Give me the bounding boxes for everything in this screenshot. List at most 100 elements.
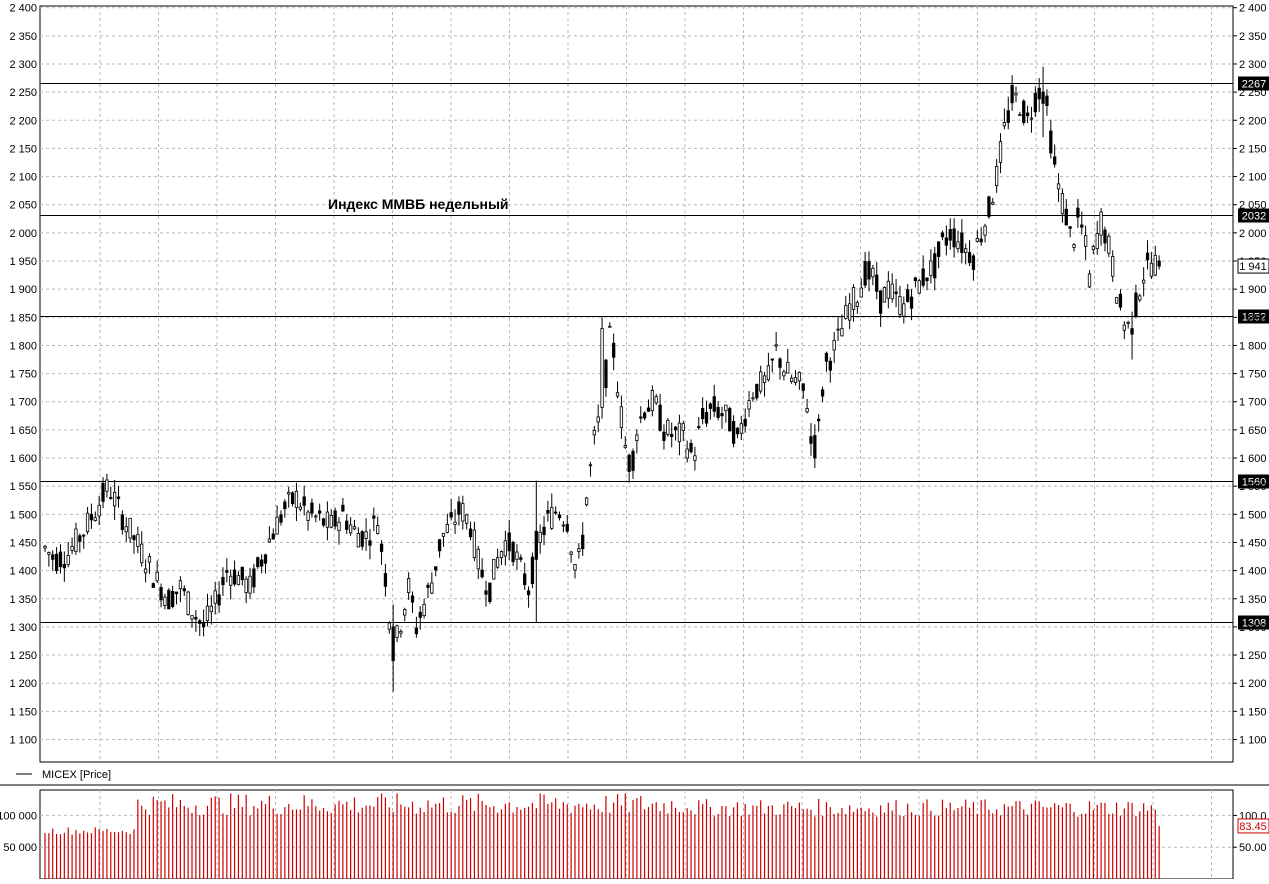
- candle-body: [182, 588, 186, 592]
- candle: [859, 278, 863, 298]
- candle-body: [132, 535, 136, 541]
- candle-body: [716, 406, 720, 418]
- candle: [956, 230, 960, 253]
- candle-body: [279, 514, 283, 523]
- candle: [1076, 199, 1080, 228]
- candle: [995, 159, 999, 193]
- y-tick-label-right: 2 000: [1239, 228, 1267, 240]
- candle-body: [1091, 245, 1096, 251]
- candle-body: [434, 566, 438, 571]
- candle: [774, 331, 778, 352]
- candle: [851, 284, 856, 322]
- candle: [666, 418, 670, 437]
- candle-body: [557, 514, 562, 519]
- candle-body: [101, 482, 105, 502]
- candle: [940, 230, 945, 241]
- candle: [186, 590, 190, 616]
- candle: [410, 591, 415, 613]
- candle-body: [906, 289, 910, 302]
- candle: [399, 629, 403, 638]
- candle-body: [797, 372, 801, 382]
- candle: [735, 427, 740, 439]
- candle: [1118, 289, 1123, 311]
- candle: [167, 588, 171, 610]
- candle: [1064, 199, 1068, 226]
- candle-body: [120, 514, 125, 530]
- candle: [1010, 75, 1014, 111]
- candle: [240, 566, 244, 586]
- candle: [430, 572, 434, 595]
- candle: [1033, 86, 1037, 117]
- candle: [468, 521, 473, 541]
- candle: [724, 404, 728, 423]
- y-tick-label-right: 2 250: [1239, 87, 1267, 99]
- candle: [952, 218, 956, 258]
- candle-body: [174, 591, 179, 595]
- candle-body: [511, 542, 515, 563]
- candle: [395, 624, 399, 643]
- candle: [434, 566, 438, 577]
- candle-body: [136, 534, 140, 547]
- candle: [557, 511, 562, 521]
- y-tick-label-left: 2 200: [9, 115, 37, 127]
- candle-body: [751, 397, 755, 400]
- candle: [1072, 242, 1076, 252]
- y-tick-label-right: 2 050: [1239, 200, 1267, 212]
- candle-body: [534, 530, 538, 560]
- candle-body: [252, 568, 256, 588]
- candle: [743, 408, 747, 433]
- horizontal-levels: 2267 2032 1852 1560 1308: [40, 76, 1269, 630]
- candle-body: [85, 512, 90, 533]
- level-tag-label: 1308: [1242, 618, 1266, 630]
- candle: [662, 424, 666, 450]
- candle-body: [1126, 321, 1130, 324]
- candle-body: [770, 358, 774, 361]
- candle-body: [345, 520, 349, 530]
- candle-body: [229, 575, 233, 586]
- candle-body: [143, 568, 148, 574]
- candle-body: [565, 524, 569, 532]
- candle-body: [283, 501, 287, 510]
- vol-last-box: [1237, 818, 1269, 834]
- candle: [414, 616, 419, 638]
- candle: [143, 559, 148, 583]
- candle: [217, 581, 221, 613]
- level-tag: [1238, 309, 1269, 324]
- candle-body: [410, 595, 415, 603]
- candle-body: [314, 515, 318, 518]
- candle: [329, 509, 333, 529]
- candle-body: [704, 412, 709, 424]
- candle: [1095, 221, 1099, 255]
- candle-body: [492, 558, 496, 580]
- candle-body: [673, 426, 678, 431]
- candle: [256, 556, 260, 569]
- candle-body: [66, 555, 70, 565]
- candle-body: [1153, 254, 1157, 276]
- candle-body: [124, 526, 128, 533]
- candle: [78, 533, 82, 553]
- y-tick-label-left: 1 100: [9, 734, 37, 746]
- candle-body: [550, 507, 554, 529]
- candle: [147, 553, 152, 574]
- candle-body: [236, 575, 241, 586]
- candle: [70, 537, 74, 555]
- candle-body: [627, 454, 631, 472]
- candle-body: [890, 283, 894, 300]
- candle-body: [561, 524, 566, 527]
- candle: [991, 197, 995, 206]
- candle: [368, 528, 372, 560]
- y-tick-label-left: 1 150: [9, 706, 37, 718]
- candle-body: [983, 225, 987, 236]
- candle: [936, 241, 941, 269]
- candle-body: [372, 515, 376, 519]
- candle-body: [530, 556, 535, 584]
- candle-body: [109, 497, 113, 499]
- candle-body: [74, 528, 78, 552]
- candle-body: [97, 504, 101, 517]
- candle-body: [112, 491, 117, 507]
- candle-body: [1045, 95, 1049, 107]
- candle-body: [337, 521, 341, 532]
- y-tick-label-right: 1 150: [1239, 706, 1267, 718]
- candle-body: [685, 448, 689, 459]
